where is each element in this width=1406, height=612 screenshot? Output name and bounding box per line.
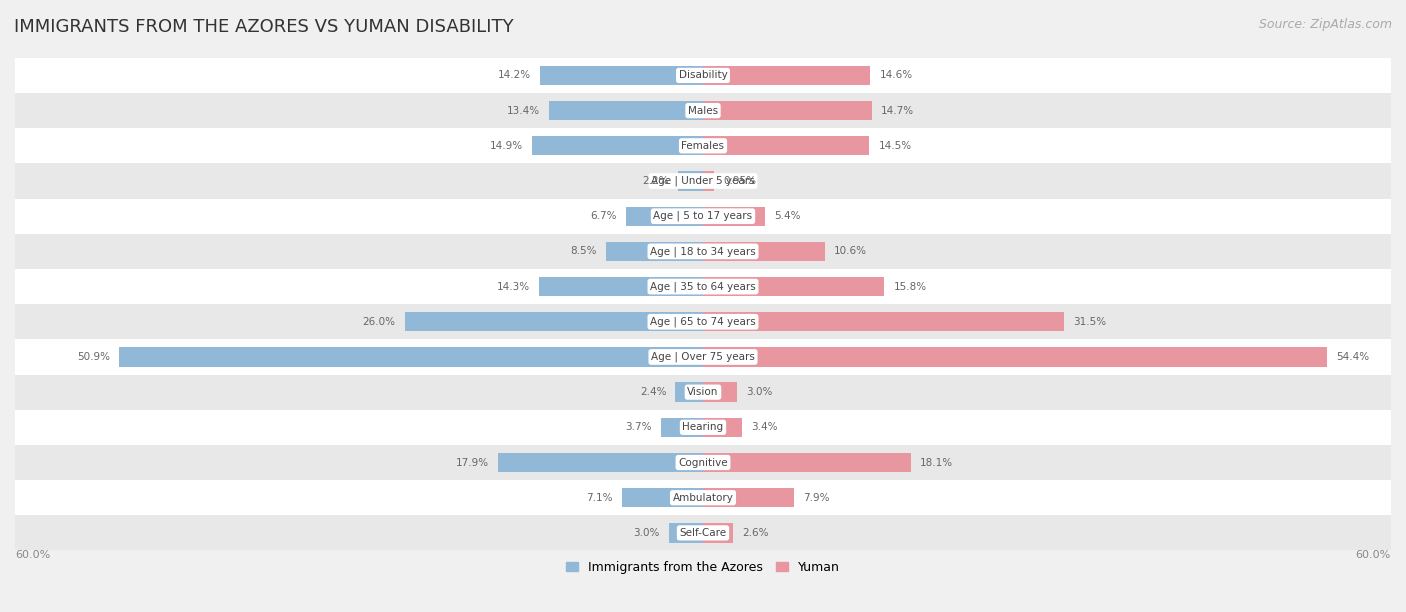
Bar bbox=[540, 65, 703, 85]
Text: 31.5%: 31.5% bbox=[1073, 317, 1107, 327]
Bar bbox=[15, 93, 1391, 129]
Bar bbox=[703, 136, 869, 155]
Text: 8.5%: 8.5% bbox=[569, 247, 596, 256]
Bar bbox=[15, 129, 1391, 163]
Bar bbox=[531, 136, 703, 155]
Text: 13.4%: 13.4% bbox=[508, 106, 540, 116]
Bar bbox=[703, 488, 793, 507]
Bar bbox=[538, 277, 703, 296]
Bar bbox=[678, 171, 703, 191]
Text: 3.0%: 3.0% bbox=[633, 528, 659, 538]
Bar bbox=[669, 523, 703, 543]
Text: 3.7%: 3.7% bbox=[624, 422, 651, 432]
Bar bbox=[15, 340, 1391, 375]
Bar bbox=[550, 101, 703, 121]
Text: Vision: Vision bbox=[688, 387, 718, 397]
Bar bbox=[703, 312, 1064, 332]
Text: 10.6%: 10.6% bbox=[834, 247, 866, 256]
Bar bbox=[15, 234, 1391, 269]
Text: 26.0%: 26.0% bbox=[363, 317, 395, 327]
Text: 60.0%: 60.0% bbox=[15, 551, 51, 561]
Text: 3.0%: 3.0% bbox=[747, 387, 773, 397]
Text: 14.6%: 14.6% bbox=[880, 70, 912, 80]
Text: 7.1%: 7.1% bbox=[586, 493, 613, 502]
Bar bbox=[703, 206, 765, 226]
Bar bbox=[15, 515, 1391, 551]
Text: 3.4%: 3.4% bbox=[751, 422, 778, 432]
Text: Males: Males bbox=[688, 106, 718, 116]
Bar bbox=[621, 488, 703, 507]
Legend: Immigrants from the Azores, Yuman: Immigrants from the Azores, Yuman bbox=[565, 561, 841, 574]
Bar bbox=[15, 304, 1391, 340]
Bar bbox=[675, 382, 703, 402]
Bar bbox=[626, 206, 703, 226]
Text: Age | Under 5 years: Age | Under 5 years bbox=[651, 176, 755, 186]
Text: IMMIGRANTS FROM THE AZORES VS YUMAN DISABILITY: IMMIGRANTS FROM THE AZORES VS YUMAN DISA… bbox=[14, 18, 513, 36]
Text: 2.6%: 2.6% bbox=[742, 528, 769, 538]
Bar bbox=[703, 347, 1327, 367]
Text: Age | Over 75 years: Age | Over 75 years bbox=[651, 352, 755, 362]
Bar bbox=[15, 410, 1391, 445]
Text: 17.9%: 17.9% bbox=[456, 458, 488, 468]
Text: Ambulatory: Ambulatory bbox=[672, 493, 734, 502]
Bar bbox=[703, 171, 714, 191]
Bar bbox=[15, 163, 1391, 199]
Text: Females: Females bbox=[682, 141, 724, 151]
Bar bbox=[703, 65, 870, 85]
Text: Age | 65 to 74 years: Age | 65 to 74 years bbox=[650, 316, 756, 327]
Bar bbox=[606, 242, 703, 261]
Bar bbox=[15, 375, 1391, 410]
Text: 18.1%: 18.1% bbox=[920, 458, 953, 468]
Bar bbox=[405, 312, 703, 332]
Text: 14.9%: 14.9% bbox=[489, 141, 523, 151]
Text: 7.9%: 7.9% bbox=[803, 493, 830, 502]
Text: Source: ZipAtlas.com: Source: ZipAtlas.com bbox=[1258, 18, 1392, 31]
Text: Cognitive: Cognitive bbox=[678, 458, 728, 468]
Text: Age | 18 to 34 years: Age | 18 to 34 years bbox=[650, 246, 756, 256]
Bar bbox=[498, 453, 703, 472]
Text: 54.4%: 54.4% bbox=[1336, 352, 1369, 362]
Text: Self-Care: Self-Care bbox=[679, 528, 727, 538]
Bar bbox=[15, 445, 1391, 480]
Text: Hearing: Hearing bbox=[682, 422, 724, 432]
Bar bbox=[15, 480, 1391, 515]
Text: Age | 35 to 64 years: Age | 35 to 64 years bbox=[650, 282, 756, 292]
Text: 14.5%: 14.5% bbox=[879, 141, 911, 151]
Text: 14.3%: 14.3% bbox=[496, 282, 530, 291]
Text: Disability: Disability bbox=[679, 70, 727, 80]
Bar bbox=[703, 523, 733, 543]
Text: 0.95%: 0.95% bbox=[723, 176, 756, 186]
Bar bbox=[120, 347, 703, 367]
Text: 2.2%: 2.2% bbox=[643, 176, 669, 186]
Text: 14.7%: 14.7% bbox=[880, 106, 914, 116]
Bar bbox=[703, 242, 824, 261]
Text: 6.7%: 6.7% bbox=[591, 211, 617, 221]
Bar bbox=[15, 199, 1391, 234]
Bar bbox=[15, 58, 1391, 93]
Text: 2.4%: 2.4% bbox=[640, 387, 666, 397]
Text: 60.0%: 60.0% bbox=[1355, 551, 1391, 561]
Bar bbox=[15, 269, 1391, 304]
Text: 5.4%: 5.4% bbox=[775, 211, 800, 221]
Bar bbox=[703, 453, 911, 472]
Text: Age | 5 to 17 years: Age | 5 to 17 years bbox=[654, 211, 752, 222]
Text: 50.9%: 50.9% bbox=[77, 352, 110, 362]
Bar bbox=[703, 382, 737, 402]
Bar bbox=[661, 417, 703, 437]
Text: 15.8%: 15.8% bbox=[893, 282, 927, 291]
Text: 14.2%: 14.2% bbox=[498, 70, 531, 80]
Bar bbox=[703, 417, 742, 437]
Bar bbox=[703, 101, 872, 121]
Bar bbox=[703, 277, 884, 296]
